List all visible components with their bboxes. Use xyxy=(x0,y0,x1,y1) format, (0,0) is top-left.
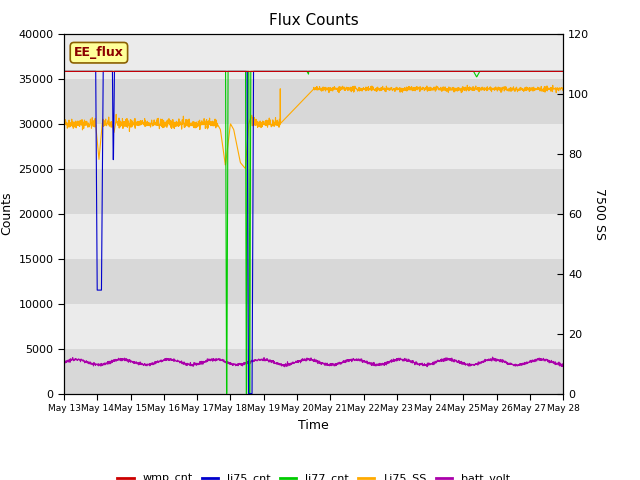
Y-axis label: 7500 SS: 7500 SS xyxy=(593,188,606,240)
Y-axis label: Counts: Counts xyxy=(0,192,13,235)
Bar xyxy=(64,79,563,123)
Text: EE_flux: EE_flux xyxy=(74,46,124,59)
Title: Flux Counts: Flux Counts xyxy=(269,13,358,28)
Bar xyxy=(64,259,563,303)
Bar xyxy=(64,348,563,394)
X-axis label: Time: Time xyxy=(298,419,329,432)
Legend: wmp_cnt, li75_cnt, li77_cnt, Li75_SS, batt_volt: wmp_cnt, li75_cnt, li77_cnt, Li75_SS, ba… xyxy=(113,469,515,480)
Bar xyxy=(64,168,563,214)
